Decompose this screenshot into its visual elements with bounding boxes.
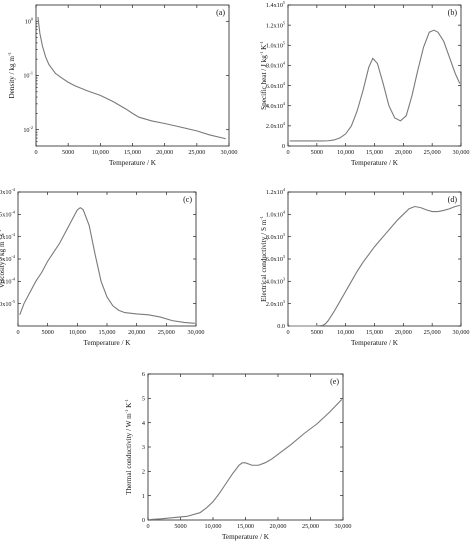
x-tick-label: 15,000	[366, 329, 383, 336]
y-tick-label: 0	[142, 517, 145, 524]
panel-d: 0 5000 10,000 15,000 20,000 25,000 30,000 0.0 2.…	[259, 187, 470, 347]
x-tick-label: 15,000	[124, 149, 141, 156]
y-tick-label: 2.0x103	[266, 299, 285, 308]
panel-c: 0 5000 10,000 15,000 20,000 25,000 30,000 5.0x1…	[0, 187, 205, 347]
plot-frame	[287, 191, 462, 327]
y-axis-label: Specific heat / J kg-1 K-1	[259, 41, 268, 110]
series-line	[19, 206, 195, 324]
y-tick-label: 4	[142, 420, 145, 427]
x-tick-label: 30,000	[220, 149, 237, 156]
panel-a: 0 5000 10,000 15,000 20,000 25,000 30,000 100 10…	[7, 4, 238, 167]
x-tick-label: 20,000	[395, 149, 412, 156]
panel-label: (a)	[216, 8, 225, 17]
x-tick-label: 20,000	[128, 329, 145, 336]
y-tick-label: 1.2x104	[266, 187, 286, 196]
x-tick-label: 5000	[174, 523, 186, 530]
x-tick-label: 0	[34, 149, 37, 156]
y-tick-label: 4.0x104	[266, 101, 286, 110]
y-tick-label: 10-1	[23, 71, 33, 80]
x-axis-label: Temperature / K	[351, 159, 399, 167]
y-tick-label: 3.0x10-4	[0, 187, 16, 196]
x-axis-label: Temperature / K	[84, 339, 132, 347]
y-tick-label: 2.0x10-4	[0, 232, 16, 241]
y-axis-label: Electrical conductivity / S m-1	[259, 216, 268, 302]
y-tick-label: 1	[142, 493, 145, 500]
x-axis-label: Temperature / K	[109, 159, 157, 167]
panel-b: 0 5000 10,000 15,000 20,000 25,000 30,000 0 2.0x…	[259, 0, 470, 167]
x-tick-label: 30,000	[452, 329, 469, 336]
x-tick-label: 10,000	[337, 149, 354, 156]
plot-frame	[287, 4, 462, 147]
y-tick-label: 10-2	[23, 125, 33, 134]
panel-e: 0 5000 10,000 15,000 20,000 25,000 30,000 0 1 2 3 4…	[124, 371, 352, 541]
y-axis-label: Viscosity / kg m-1 s-1	[0, 230, 6, 289]
x-tick-label: 15,000	[237, 523, 254, 530]
x-tick-label: 15,000	[366, 149, 383, 156]
series-line	[289, 204, 460, 327]
x-tick-label: 25,000	[158, 329, 175, 336]
panel-label: (d)	[448, 195, 458, 204]
x-tick-label: 10,000	[69, 329, 86, 336]
x-tick-label: 5000	[62, 149, 74, 156]
y-tick-label: 1.0x10-4	[0, 277, 16, 286]
y-tick-label: 0	[282, 143, 285, 150]
x-tick-label: 30,000	[334, 523, 351, 530]
plot-frame	[35, 4, 230, 147]
y-tick-label: 8.0x103	[266, 232, 285, 241]
plot-frame	[147, 373, 344, 521]
y-tick-label: 2.0x104	[266, 121, 286, 130]
panel-label: (e)	[330, 377, 339, 386]
x-tick-label: 30,000	[452, 149, 469, 156]
y-tick-label: 1.4x105	[266, 0, 285, 9]
x-tick-label: 20,000	[156, 149, 173, 156]
x-tick-label: 5000	[41, 329, 53, 336]
y-tick-label: 2	[142, 469, 145, 476]
y-tick-label: 5	[142, 396, 145, 403]
y-tick-label: 6.0x104	[266, 81, 286, 90]
y-tick-label: 100	[25, 17, 33, 26]
y-axis-label: Density / kg m-3	[7, 52, 16, 98]
panel-label: (c)	[183, 195, 192, 204]
x-tick-label: 10,000	[204, 523, 221, 530]
series-line	[149, 399, 343, 521]
y-tick-label: 4.0x103	[266, 277, 285, 286]
y-tick-label: 6	[142, 371, 145, 378]
x-tick-label: 25,000	[188, 149, 205, 156]
x-tick-label: 15,000	[98, 329, 115, 336]
y-axis-label: Thermal conductivity / W m-1 K-1	[124, 399, 133, 495]
x-tick-label: 10,000	[337, 329, 354, 336]
x-tick-label: 5000	[311, 149, 323, 156]
panel-label: (b)	[448, 8, 458, 17]
y-tick-label: 1.0x105	[266, 40, 285, 49]
x-tick-label: 20,000	[395, 329, 412, 336]
series-line	[37, 16, 226, 140]
x-tick-label: 0	[16, 329, 19, 336]
x-tick-label: 0	[286, 149, 289, 156]
x-axis-label: Temperature / K	[222, 533, 270, 541]
x-tick-label: 25,000	[424, 149, 441, 156]
x-axis-label: Temperature / K	[351, 339, 399, 347]
y-tick-label: 3	[142, 444, 145, 451]
y-tick-label: 1.2x105	[266, 20, 285, 29]
y-tick-label: 0.0	[277, 323, 285, 330]
x-tick-label: 30,000	[187, 329, 204, 336]
y-tick-label: 6.0x103	[266, 254, 285, 263]
y-tick-label: 5.0x10-5	[0, 299, 15, 308]
series-line	[289, 29, 461, 142]
y-tick-label: 1.0x104	[266, 210, 286, 219]
x-tick-label: 25,000	[302, 523, 319, 530]
y-tick-label: 2.5x10-4	[0, 210, 16, 219]
x-tick-label: 0	[286, 329, 289, 336]
x-tick-label: 10,000	[92, 149, 109, 156]
x-tick-label: 0	[146, 523, 149, 530]
y-tick-label: 8.0x104	[266, 61, 286, 70]
plot-frame	[17, 191, 197, 327]
x-tick-label: 5000	[311, 329, 323, 336]
x-tick-label: 25,000	[424, 329, 441, 336]
y-tick-label: 1.5x10-4	[0, 254, 16, 263]
x-tick-label: 20,000	[269, 523, 286, 530]
